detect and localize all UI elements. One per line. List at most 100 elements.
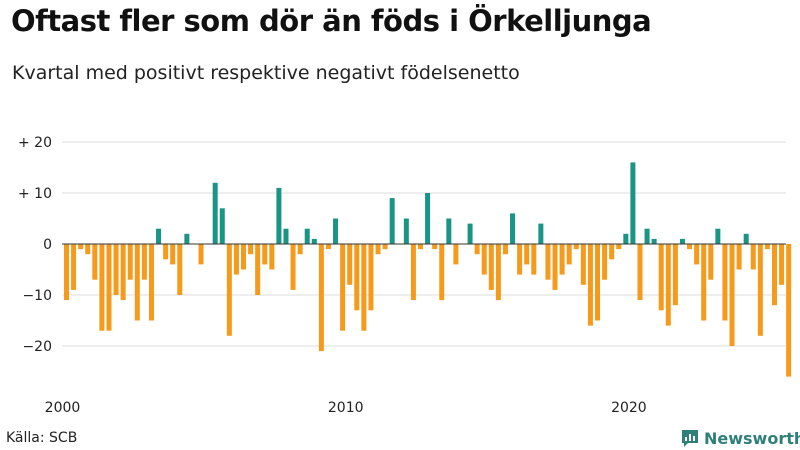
bar-positive: [446, 218, 452, 244]
x-tick-label: 2010: [328, 400, 364, 416]
brand-logo: Newsworthy: [680, 428, 800, 448]
bar-negative: [481, 244, 487, 275]
bar-positive: [283, 228, 289, 244]
bar-positive: [212, 182, 218, 244]
chart-title: Oftast fler som dör än föds i Örkelljung…: [11, 4, 652, 38]
bar-negative: [375, 244, 381, 255]
bar-negative: [418, 244, 423, 250]
bar-negative: [602, 244, 608, 280]
chart-subtitle: Kvartal med positivt respektive negativt…: [12, 62, 520, 84]
bar-negative: [255, 244, 261, 295]
bar-positive: [715, 228, 721, 244]
bar-negative: [545, 244, 551, 280]
bar-negative: [722, 244, 728, 321]
bar-negative: [325, 244, 331, 250]
bar-negative: [361, 244, 367, 331]
x-axis-labels: 2000 2010 2020: [45, 400, 647, 416]
bar-negative: [566, 244, 572, 265]
bar-negative: [559, 244, 565, 275]
bar-negative: [701, 244, 707, 321]
bar-negative: [64, 244, 69, 301]
bar-negative: [269, 244, 275, 270]
bar-positive: [403, 218, 409, 244]
bar-negative: [665, 244, 671, 326]
bar-negative: [340, 244, 346, 331]
bar-negative: [163, 244, 169, 260]
bar-negative: [750, 244, 756, 270]
bar-negative: [198, 244, 204, 265]
bar-negative: [587, 244, 593, 326]
bar-negative: [757, 244, 763, 336]
bar-positive: [467, 223, 473, 244]
bar-negative: [595, 244, 600, 321]
bar-positive: [425, 193, 431, 244]
bar-negative: [687, 244, 693, 250]
bar-negative: [297, 244, 303, 255]
bar-negative: [78, 244, 84, 250]
bar-negative: [502, 244, 508, 255]
bar-positive: [333, 218, 339, 244]
bar-negative: [658, 244, 664, 311]
bar-negative: [170, 244, 176, 265]
bar-positive: [623, 233, 629, 244]
bar-negative: [241, 244, 246, 270]
y-tick-label: −10: [22, 288, 52, 304]
bar-negative: [609, 244, 615, 260]
bar-negative: [318, 244, 324, 352]
bar-positive: [644, 228, 650, 244]
bars: [64, 162, 792, 377]
bar-negative: [736, 244, 742, 270]
bar-negative: [573, 244, 579, 250]
bar-negative: [262, 244, 268, 265]
bar-negative: [729, 244, 735, 346]
bar-positive: [389, 198, 395, 244]
bar-negative: [99, 244, 105, 331]
bar-negative: [71, 244, 77, 290]
bar-positive: [184, 233, 190, 244]
bar-positive: [510, 213, 516, 244]
bar-positive: [276, 187, 282, 244]
bar-positive: [743, 233, 749, 244]
bar-negative: [517, 244, 523, 275]
newsworthy-logo-icon: [682, 430, 698, 447]
y-tick-label: + 20: [18, 135, 52, 151]
bar-negative: [134, 244, 140, 321]
bar-negative: [177, 244, 183, 295]
bar-negative: [531, 244, 537, 275]
bar-negative: [290, 244, 296, 290]
bar-negative: [524, 244, 530, 265]
bar-negative: [410, 244, 416, 301]
bar-negative: [708, 244, 714, 280]
bar-negative: [495, 244, 501, 301]
bar-negative: [637, 244, 643, 301]
bar-negative: [488, 244, 494, 290]
bar-negative: [786, 244, 792, 377]
bar-positive: [156, 228, 162, 244]
bar-negative: [141, 244, 147, 280]
bar-negative: [113, 244, 119, 295]
bar-negative: [127, 244, 133, 280]
bar-negative: [694, 244, 700, 265]
brand-name: Newsworthy: [704, 428, 800, 448]
bar-negative: [672, 244, 678, 306]
bar-negative: [580, 244, 586, 285]
bar-positive: [630, 162, 636, 244]
y-axis-labels: + 20 + 10 0 −10 −20: [18, 135, 52, 355]
x-tick-label: 2000: [45, 400, 81, 416]
bar-negative: [226, 244, 232, 336]
bar-positive: [679, 238, 685, 244]
y-tick-label: 0: [43, 237, 52, 253]
bar-negative: [368, 244, 374, 311]
bar-positive: [219, 208, 225, 244]
bar-negative: [382, 244, 388, 250]
bar-negative: [347, 244, 353, 285]
bar-negative: [148, 244, 154, 321]
bar-negative: [764, 244, 770, 250]
bar-positive: [304, 228, 310, 244]
bar-negative: [248, 244, 254, 255]
bar-negative: [120, 244, 126, 301]
bar-positive: [311, 238, 317, 244]
y-tick-label: −20: [22, 339, 52, 355]
bar-negative: [772, 244, 777, 306]
